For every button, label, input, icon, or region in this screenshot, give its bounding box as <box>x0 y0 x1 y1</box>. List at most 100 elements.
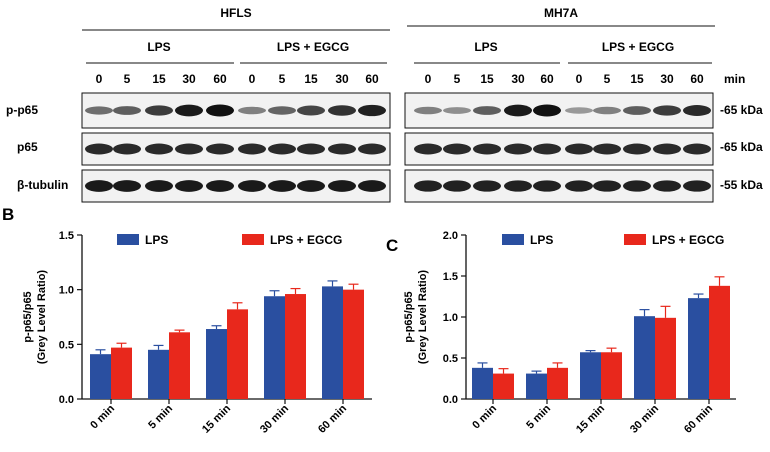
blot-band <box>565 143 593 155</box>
time-point-label: 15 <box>630 72 644 86</box>
blot-band <box>683 105 711 116</box>
blot-band <box>268 106 296 115</box>
blot-band <box>623 143 651 155</box>
blot-band <box>414 106 442 115</box>
blot-band <box>113 143 141 155</box>
blot-band <box>145 105 173 116</box>
blot-band <box>473 106 501 115</box>
legend-label: LPS + EGCG <box>270 233 342 247</box>
x-tick-label: 15 min <box>574 402 607 435</box>
blot-band <box>175 180 203 192</box>
blot-band <box>414 180 442 192</box>
time-point-label: 30 <box>182 72 196 86</box>
blot-band <box>593 143 621 155</box>
blot-band <box>238 180 266 192</box>
legend-swatch <box>117 234 139 245</box>
blot-band <box>85 143 113 155</box>
y-axis-label-units: (Grey Level Ratio) <box>36 270 48 364</box>
blot-band <box>683 143 711 155</box>
y-tick-label: 0.0 <box>443 394 458 406</box>
x-tick-label: 5 min <box>146 402 175 431</box>
legend-label: LPS <box>145 233 168 247</box>
time-point-label: 30 <box>660 72 674 86</box>
x-tick-label: 30 min <box>628 402 661 435</box>
blot-band <box>683 180 711 192</box>
blot-band <box>653 180 681 192</box>
bar-lps-5-min <box>148 349 169 399</box>
time-point-label: 30 <box>511 72 525 86</box>
blot-band <box>297 180 325 192</box>
bar-lps-60-min <box>688 298 709 399</box>
blot-band <box>414 143 442 155</box>
blot-band <box>206 143 234 155</box>
row-label-beta-tubulin: β-tubulin <box>17 178 68 192</box>
blot-band <box>268 143 296 155</box>
bar-chart-c: C 0.0 0.5 1.0 1.5 2.0 p-p65/p65 (Grey Level Ra… <box>386 230 736 436</box>
blot-band <box>593 106 621 115</box>
y-tick-label: 1.0 <box>59 285 74 297</box>
y-tick-label: 0.0 <box>59 394 74 406</box>
y-tick-label: 2.0 <box>443 230 458 242</box>
bar-lps-egcg-30-min <box>285 294 306 399</box>
time-point-label: 5 <box>604 72 611 86</box>
bar-lps-30-min <box>264 296 285 399</box>
blot-band <box>473 180 501 192</box>
blot-band <box>328 105 356 116</box>
bar-lps-egcg-15-min <box>227 309 248 399</box>
y-tick-label: 1.5 <box>59 230 74 242</box>
blot-band <box>653 105 681 116</box>
legend-swatch <box>242 234 264 245</box>
blot-band <box>504 104 532 117</box>
blot-band <box>238 143 266 155</box>
blot-band <box>358 104 386 117</box>
x-tick-label: 60 min <box>316 402 349 435</box>
y-axis-label: p-p65/p65 <box>403 291 415 342</box>
blot-band <box>443 107 471 114</box>
time-point-label: 0 <box>425 72 432 86</box>
legend-swatch <box>502 234 524 245</box>
bar-lps-egcg-0-min <box>111 347 132 399</box>
blot-band <box>443 180 471 192</box>
time-point-label: 60 <box>690 72 704 86</box>
cell-line-hfls: HFLS <box>220 6 251 20</box>
blot-band <box>113 180 141 192</box>
time-point-label: 15 <box>480 72 494 86</box>
legend-label: LPS + EGCG <box>652 233 724 247</box>
blot-band <box>533 143 561 155</box>
blot-band <box>473 143 501 155</box>
panel-label-c: C <box>386 236 398 255</box>
bar-lps-egcg-60-min <box>343 289 364 399</box>
blot-band <box>504 143 532 155</box>
blot-band <box>443 143 471 155</box>
y-axis-label-units: (Grey Level Ratio) <box>417 270 429 364</box>
blot-band <box>145 143 173 155</box>
group-lps-egcg-mh7a: LPS + EGCG <box>602 40 674 54</box>
blot-band <box>297 105 325 116</box>
y-tick-label: 0.5 <box>443 353 458 365</box>
blot-band <box>533 180 561 192</box>
x-tick-label: 15 min <box>200 402 233 435</box>
bar-lps-30-min <box>634 316 655 399</box>
y-tick-label: 1.0 <box>443 312 458 324</box>
time-point-label: 0 <box>249 72 256 86</box>
time-point-label: 5 <box>279 72 286 86</box>
blot-band <box>206 104 234 117</box>
bar-lps-egcg-30-min <box>655 317 676 399</box>
blot-band <box>85 180 113 192</box>
blot-band <box>145 180 173 192</box>
time-point-label: 15 <box>304 72 318 86</box>
bar-lps-15-min <box>206 329 227 399</box>
blot-band <box>623 180 651 192</box>
time-point-label: 15 <box>152 72 166 86</box>
x-tick-label: 0 min <box>470 402 499 431</box>
bar-lps-5-min <box>526 373 547 399</box>
group-lps-mh7a: LPS <box>474 40 497 54</box>
blot-band <box>565 107 593 114</box>
blot-band <box>565 180 593 192</box>
time-point-label: 5 <box>454 72 461 86</box>
blot-band <box>653 143 681 155</box>
blot-band <box>623 106 651 115</box>
x-tick-label: 30 min <box>258 402 291 435</box>
bar-lps-0-min <box>90 354 111 399</box>
